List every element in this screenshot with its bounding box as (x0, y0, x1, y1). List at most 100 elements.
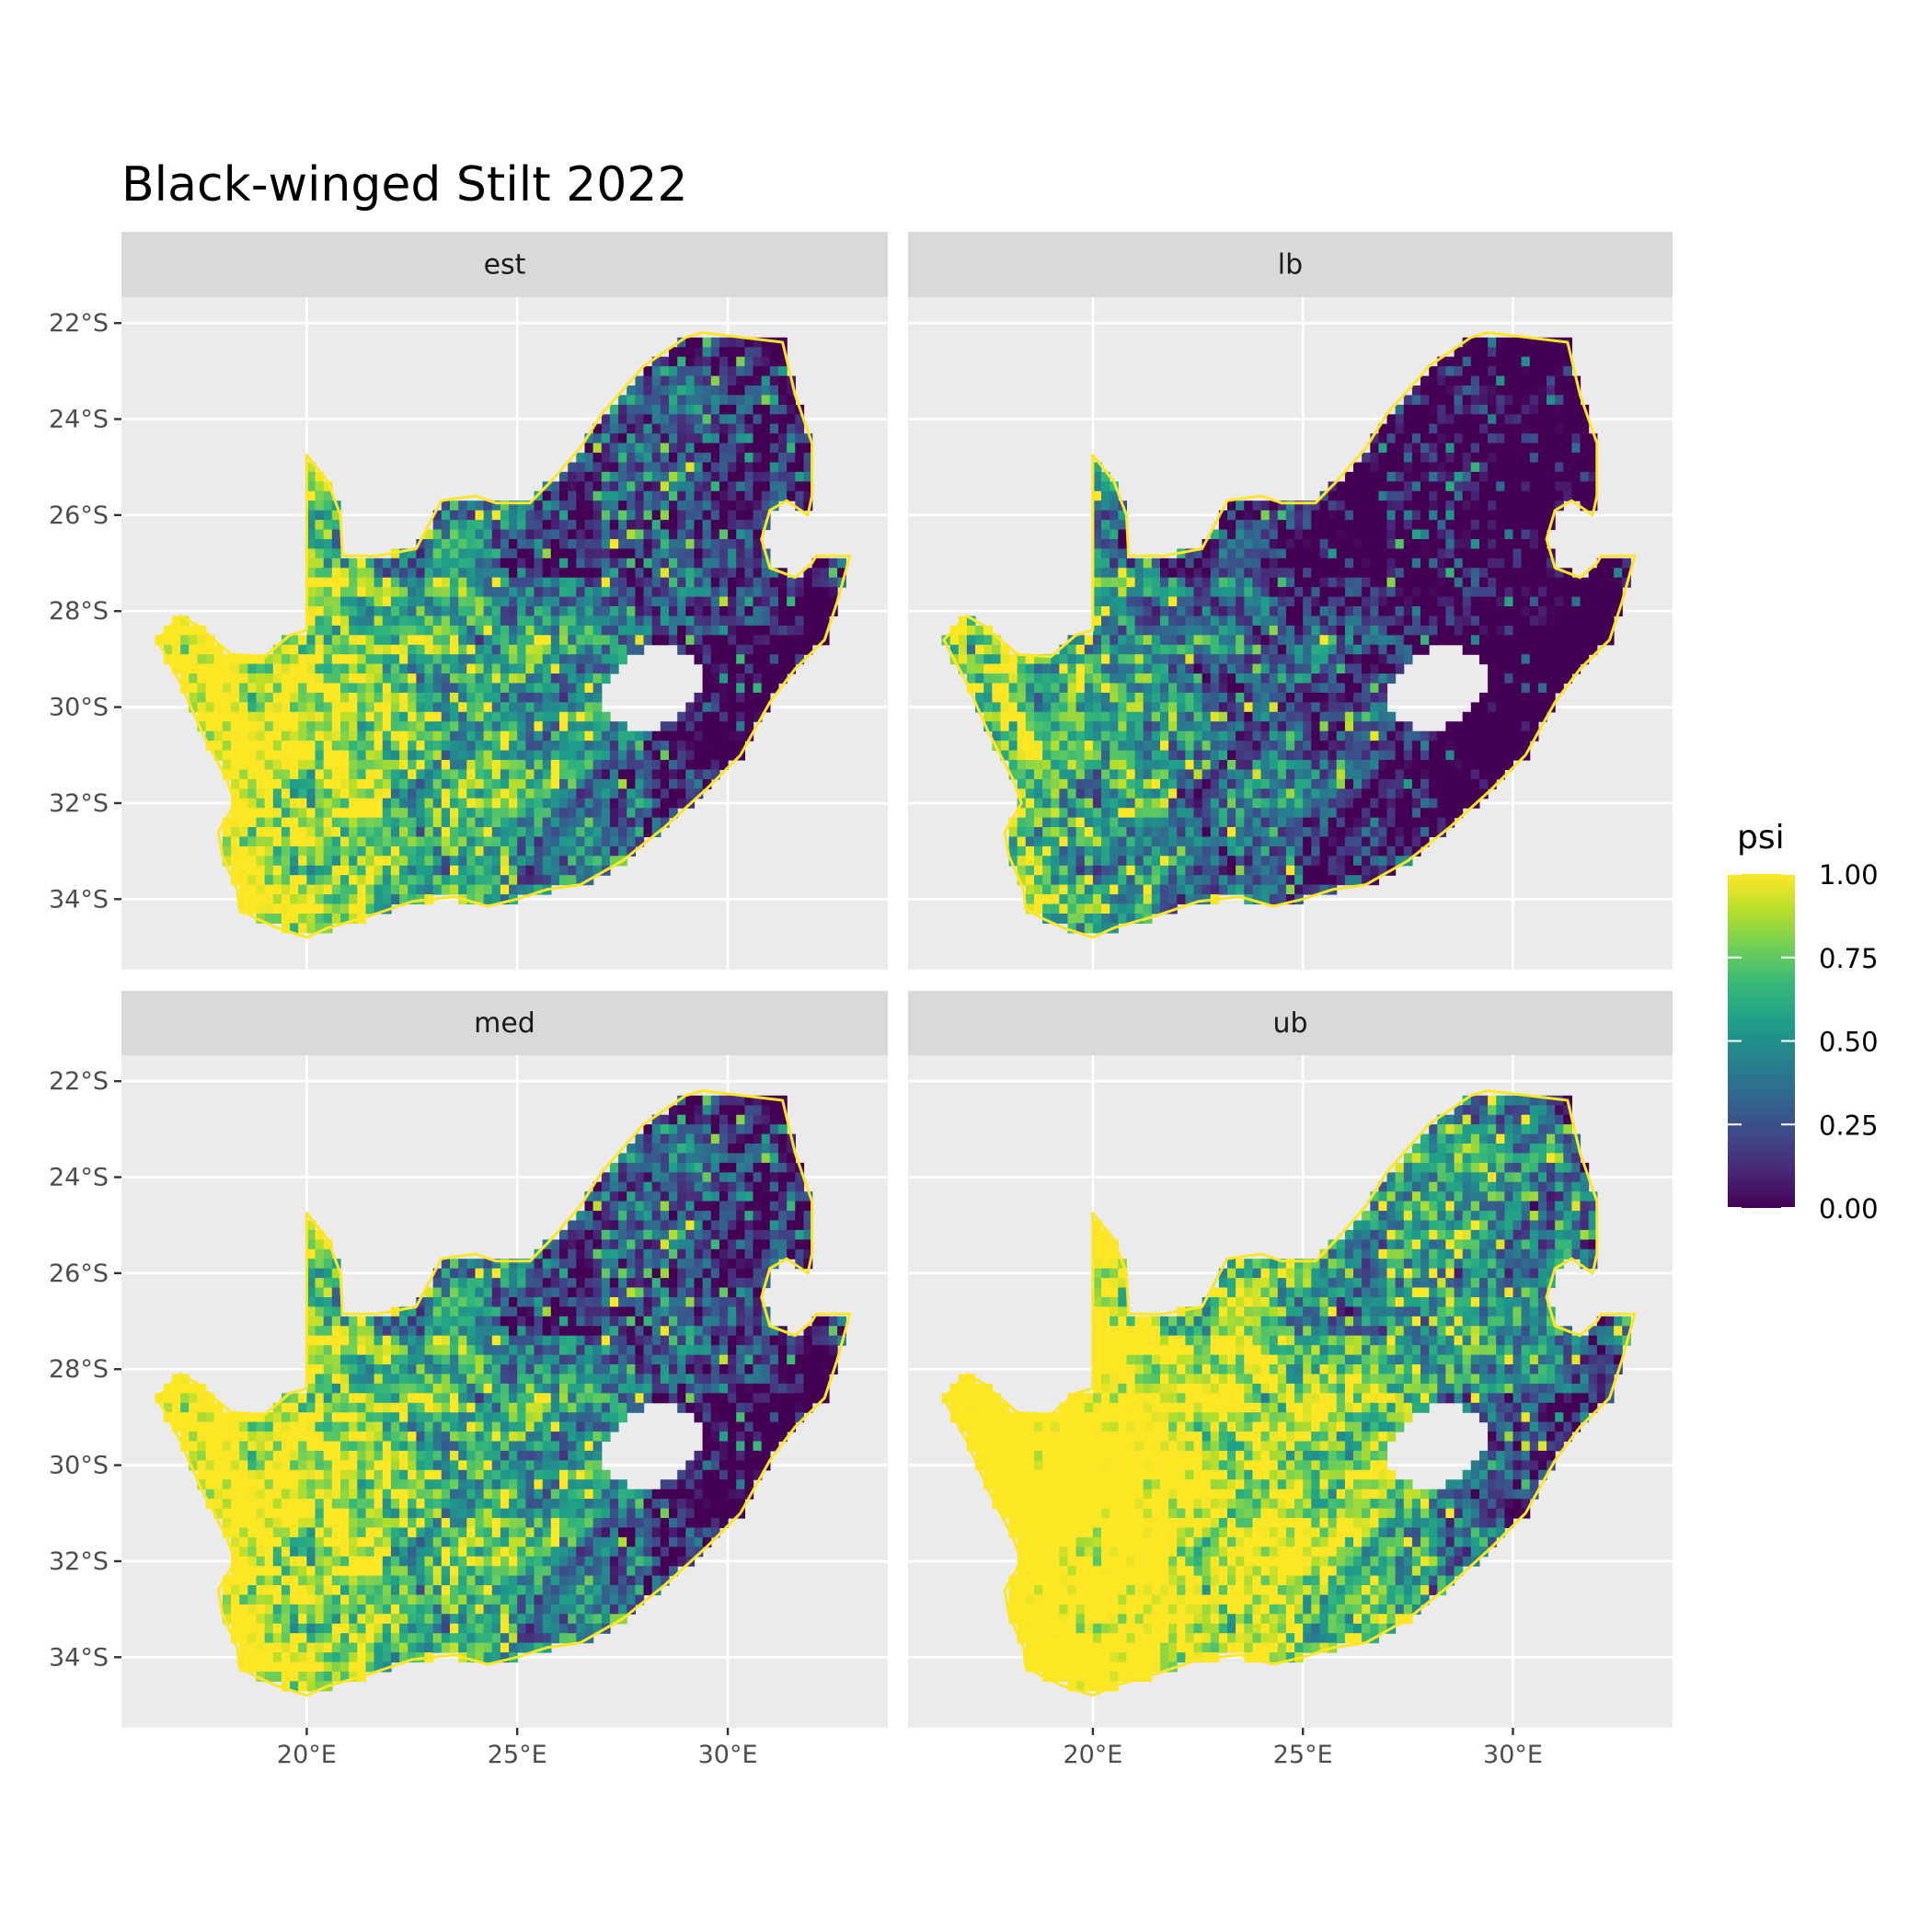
raster-cell (1067, 673, 1077, 684)
raster-cell (778, 347, 788, 358)
raster-cell (677, 404, 686, 415)
raster-cell (795, 500, 805, 512)
raster-cell (660, 788, 670, 799)
raster-cell (1168, 692, 1178, 703)
raster-cell (1311, 702, 1320, 713)
raster-cell (1277, 529, 1287, 540)
raster-cell (651, 548, 661, 559)
raster-cell (550, 856, 560, 867)
raster-cell (1269, 702, 1279, 713)
raster-cell (753, 462, 763, 473)
raster-cell (601, 558, 611, 569)
raster-cell (517, 577, 526, 588)
raster-cell (1177, 875, 1186, 886)
raster-cell (306, 894, 316, 905)
raster-cell (568, 711, 577, 722)
raster-cell (1319, 606, 1329, 616)
raster-cell (1118, 673, 1127, 684)
raster-cell (306, 711, 316, 722)
raster-cell (298, 798, 307, 809)
raster-cell (331, 635, 341, 646)
raster-cell (306, 884, 316, 895)
raster-cell (331, 730, 341, 742)
raster-cell (753, 558, 763, 569)
raster-cell (1236, 615, 1245, 627)
raster-cell (1353, 596, 1363, 607)
raster-cell (584, 702, 594, 713)
raster-cell (1294, 587, 1304, 598)
raster-cell (1210, 625, 1220, 636)
raster-cell (491, 539, 501, 549)
raster-cell (1277, 510, 1287, 521)
raster-cell (1336, 587, 1346, 598)
raster-cell (256, 875, 266, 886)
raster-cell (710, 663, 720, 674)
raster-cell (239, 903, 248, 914)
raster-cell (509, 798, 518, 809)
raster-cell (1269, 778, 1279, 789)
raster-cell (517, 750, 526, 761)
raster-cell (1008, 692, 1018, 703)
raster-cell (1017, 741, 1027, 752)
raster-cell (584, 827, 594, 837)
raster-cell (374, 875, 384, 886)
raster-cell (483, 625, 493, 636)
raster-cell (390, 865, 400, 876)
raster-cell (1454, 404, 1464, 415)
raster-cell (702, 548, 712, 559)
raster-cell (828, 558, 838, 569)
raster-cell (315, 587, 325, 598)
raster-cell (1227, 539, 1236, 549)
raster-cell (306, 625, 316, 636)
raster-cell (1269, 865, 1279, 876)
raster-cell (1395, 856, 1405, 867)
raster-cell (992, 673, 1001, 684)
raster-cell (1454, 481, 1464, 492)
raster-cell (1160, 741, 1169, 752)
raster-cell (483, 750, 493, 761)
raster-cell (660, 443, 670, 454)
raster-cell (315, 481, 325, 492)
raster-cell (509, 865, 518, 876)
raster-cell (281, 702, 291, 713)
raster-cell (1344, 471, 1354, 482)
raster-cell (1025, 865, 1035, 876)
raster-cell (1445, 548, 1455, 559)
raster-cell (1177, 711, 1186, 722)
raster-cell (1319, 827, 1329, 837)
raster-cell (399, 721, 408, 732)
raster-cell (315, 558, 325, 569)
raster-cell (374, 884, 384, 895)
raster-cell (669, 529, 678, 540)
raster-cell (1294, 702, 1304, 713)
raster-cell (966, 635, 976, 646)
raster-cell (491, 836, 501, 847)
raster-cell (264, 845, 274, 857)
raster-cell (509, 558, 518, 569)
raster-cell (609, 548, 619, 559)
raster-cell (247, 865, 258, 876)
raster-cell (340, 596, 350, 607)
raster-cell (949, 635, 960, 646)
raster-cell (710, 443, 720, 454)
raster-cell (694, 539, 704, 549)
raster-cell (1236, 596, 1245, 607)
raster-cell (1126, 836, 1136, 847)
raster-cell (1143, 827, 1153, 837)
raster-cell (1101, 529, 1110, 540)
raster-cell (315, 827, 325, 837)
raster-cell (509, 577, 518, 588)
raster-cell (1260, 741, 1271, 752)
raster-cell (171, 625, 181, 636)
y-tick-label: 28°S (49, 597, 109, 626)
raster-cell (509, 730, 518, 742)
raster-cell (331, 721, 341, 732)
raster-cell (1134, 577, 1144, 588)
raster-cell (1244, 558, 1253, 569)
raster-cell (323, 903, 333, 914)
raster-cell (331, 568, 341, 579)
raster-cell (323, 673, 333, 684)
raster-cell (534, 741, 544, 752)
raster-cell (340, 808, 350, 819)
raster-cell (306, 577, 316, 588)
